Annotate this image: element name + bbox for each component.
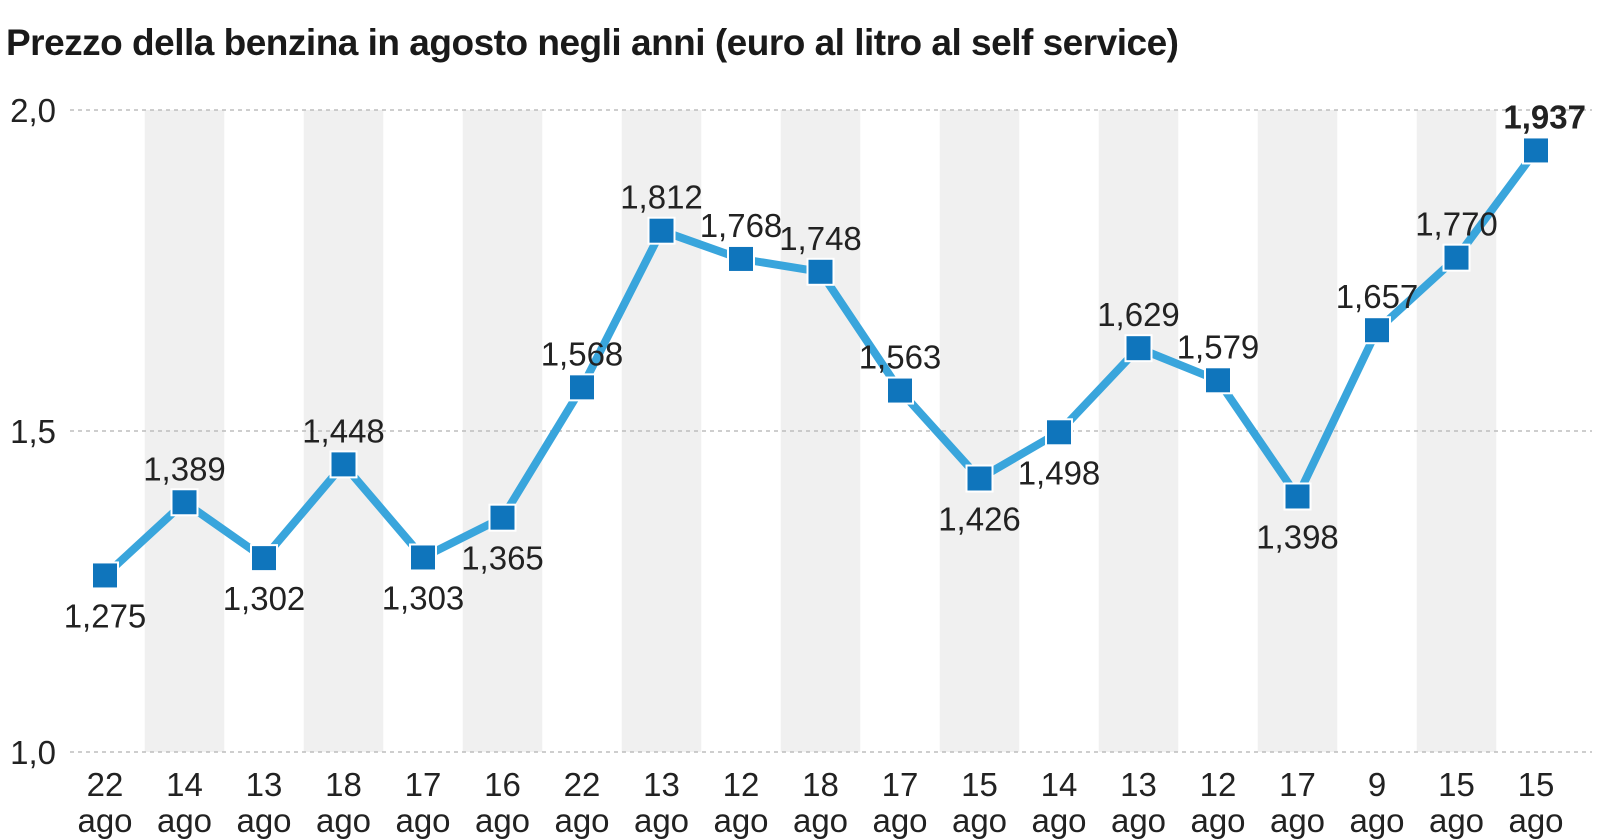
data-label: 1,302 xyxy=(223,580,306,617)
y-tick-label: 1,5 xyxy=(10,413,56,450)
x-tick-month: ago xyxy=(1031,802,1086,839)
x-tick-month: ago xyxy=(475,802,530,839)
data-label: 1,448 xyxy=(302,412,385,449)
data-point xyxy=(1363,316,1391,345)
x-tick-day: 14 xyxy=(166,766,203,803)
y-axis-ticks: 1,0 1,5 2,0 xyxy=(10,92,56,771)
chart-title: Prezzo della benzina in agosto negli ann… xyxy=(6,22,1179,63)
data-label: 1,389 xyxy=(143,450,226,487)
x-tick-day: 15 xyxy=(1438,766,1475,803)
x-tick-month: ago xyxy=(793,802,848,839)
x-tick-month: ago xyxy=(554,802,609,839)
x-tick-day: 17 xyxy=(405,766,442,803)
data-point xyxy=(1124,334,1153,363)
x-tick-day: 15 xyxy=(961,766,998,803)
data-label: 1,365 xyxy=(461,540,544,577)
data-point xyxy=(886,376,914,405)
data-point xyxy=(329,450,358,479)
data-label: 1,748 xyxy=(779,220,862,257)
x-tick-month: ago xyxy=(77,802,132,839)
data-label: 1,568 xyxy=(541,335,624,372)
x-tick-day: 15 xyxy=(1518,766,1555,803)
x-tick-day: 18 xyxy=(325,766,362,803)
x-tick-month: ago xyxy=(236,802,291,839)
x-tick-day: 12 xyxy=(1200,766,1237,803)
x-tick-month: ago xyxy=(713,802,768,839)
x-tick-month: ago xyxy=(316,802,371,839)
data-label: 1,937 xyxy=(1503,98,1586,135)
data-point xyxy=(647,216,676,245)
y-tick-label: 2,0 xyxy=(10,92,56,129)
x-tick-day: 13 xyxy=(1120,766,1157,803)
gridlines xyxy=(70,109,1592,753)
x-tick-day: 9 xyxy=(1368,766,1386,803)
x-tick-day: 17 xyxy=(1279,766,1316,803)
x-tick-day: 14 xyxy=(1041,766,1078,803)
data-point xyxy=(1442,243,1471,272)
x-tick-month: ago xyxy=(634,802,689,839)
x-tick-day: 17 xyxy=(882,766,919,803)
data-point xyxy=(250,544,278,573)
x-tick-month: ago xyxy=(157,802,212,839)
data-point xyxy=(806,257,835,286)
data-markers xyxy=(91,136,1550,590)
x-tick-month: ago xyxy=(952,802,1007,839)
data-point xyxy=(1204,366,1232,395)
data-point xyxy=(1283,482,1312,511)
x-tick-month: ago xyxy=(872,802,927,839)
data-label: 1,275 xyxy=(64,597,147,634)
x-tick-day: 18 xyxy=(802,766,839,803)
data-point xyxy=(965,464,994,493)
data-label: 1,629 xyxy=(1097,296,1180,333)
data-label: 1,657 xyxy=(1336,278,1419,315)
data-point xyxy=(1522,136,1550,165)
data-label: 1,563 xyxy=(859,339,942,376)
x-axis-ticks: 22ago14ago13ago18ago17ago16ago22ago13ago… xyxy=(77,766,1563,839)
x-tick-month: ago xyxy=(1349,802,1404,839)
data-point xyxy=(170,488,199,517)
data-label: 1,498 xyxy=(1018,454,1101,491)
x-tick-month: ago xyxy=(395,802,450,839)
x-tick-day: 12 xyxy=(723,766,760,803)
data-label: 1,812 xyxy=(620,179,703,216)
data-point xyxy=(409,543,437,572)
data-point xyxy=(1045,418,1073,447)
data-point xyxy=(568,373,596,402)
x-tick-day: 22 xyxy=(87,766,124,803)
x-tick-day: 16 xyxy=(484,766,521,803)
data-label: 1,303 xyxy=(382,579,465,616)
data-label: 1,398 xyxy=(1256,518,1339,555)
x-tick-day: 22 xyxy=(564,766,601,803)
data-point xyxy=(91,561,119,590)
x-tick-month: ago xyxy=(1429,802,1484,839)
data-point xyxy=(727,244,755,273)
data-point xyxy=(488,503,517,532)
x-tick-month: ago xyxy=(1270,802,1325,839)
data-label: 1,426 xyxy=(938,501,1021,538)
data-label: 1,579 xyxy=(1177,328,1260,365)
x-tick-month: ago xyxy=(1111,802,1166,839)
x-tick-month: ago xyxy=(1508,802,1563,839)
data-label: 1,768 xyxy=(700,207,783,244)
x-tick-month: ago xyxy=(1190,802,1245,839)
y-tick-label: 1,0 xyxy=(10,734,56,771)
data-label: 1,770 xyxy=(1415,206,1498,243)
x-tick-day: 13 xyxy=(246,766,283,803)
x-tick-day: 13 xyxy=(643,766,680,803)
